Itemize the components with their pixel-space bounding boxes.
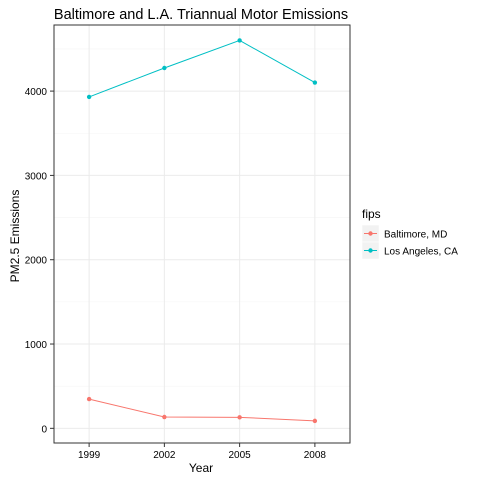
y-tick-label: 4000 <box>25 87 48 98</box>
data-point <box>162 414 167 420</box>
y-tick-label: 3000 <box>25 171 48 182</box>
data-point <box>86 396 92 402</box>
legend-key-point <box>368 248 373 253</box>
y-tick-label: 0 <box>41 424 47 435</box>
x-tick-label: 2005 <box>229 450 252 461</box>
legend-title: fips <box>362 207 381 221</box>
chart-title: Baltimore and L.A. Triannual Motor Emiss… <box>54 7 348 23</box>
plot-panel-border <box>53 24 351 444</box>
x-tick-label: 1999 <box>78 450 101 461</box>
plot-grid <box>54 25 350 443</box>
data-point <box>312 80 318 85</box>
data-point <box>86 94 92 100</box>
legend-key-point <box>368 231 373 236</box>
legend-item-label: Baltimore, MD <box>384 230 447 241</box>
x-tick-label: 2002 <box>153 450 176 461</box>
x-axis-label: Year <box>189 461 213 475</box>
legend-item-label: Los Angeles, CA <box>384 247 458 258</box>
data-point <box>237 38 242 43</box>
data-point <box>312 418 318 424</box>
data-point <box>237 415 242 420</box>
y-tick-label: 2000 <box>25 256 48 267</box>
x-tick-label: 2008 <box>304 450 327 461</box>
plot-series <box>86 38 318 424</box>
y-tick-label: 1000 <box>25 340 48 351</box>
y-axis-label: PM2.5 Emissions <box>8 190 22 283</box>
plot-axes: 0 1000 2000 3000 4000 1999 2002 2005 2008 <box>25 24 351 461</box>
data-point <box>162 65 167 71</box>
series-line <box>89 398 315 422</box>
series-line <box>88 39 316 98</box>
